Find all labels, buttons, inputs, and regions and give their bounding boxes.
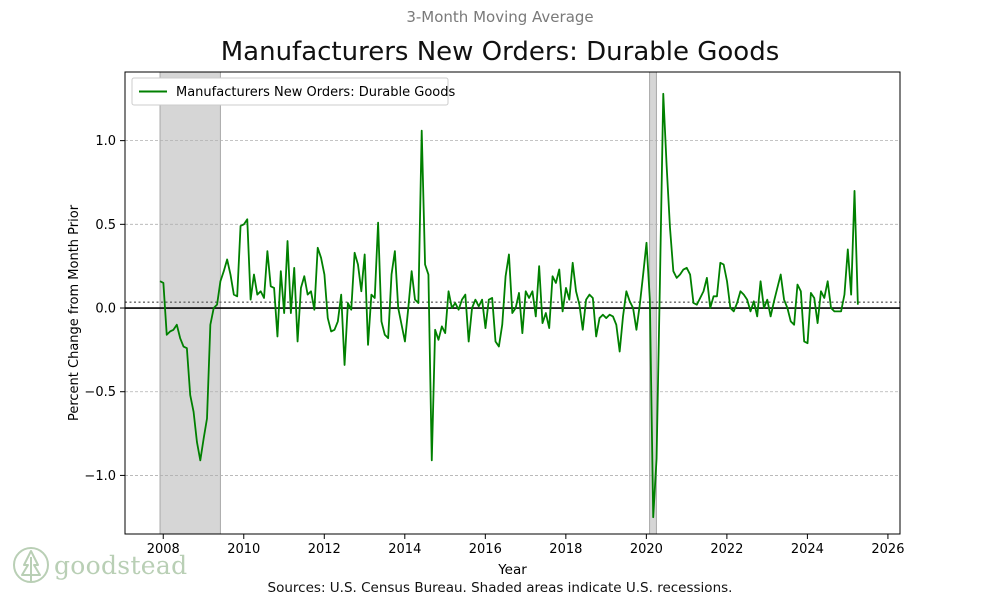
y-axis: −1.0 −0.5 0.0 0.5 1.0 (84, 134, 125, 484)
x-tick-label-5: 2018 (549, 542, 582, 557)
y-tick-label-1: −0.5 (84, 385, 116, 400)
y-axis-label: Percent Change from Month Prior (67, 204, 82, 421)
x-tick-label-3: 2014 (388, 542, 421, 557)
logo-text: goodstead (54, 550, 188, 580)
source-note: Sources: U.S. Census Bureau. Shaded area… (267, 580, 733, 596)
x-tick-label-0: 2008 (147, 542, 180, 557)
series-line-0 (159, 92, 859, 519)
plot-frame (124, 71, 901, 535)
chart-title: Manufacturers New Orders: Durable Goods (220, 37, 780, 67)
x-tick-label-9: 2026 (871, 542, 904, 557)
x-tick-label-4: 2016 (469, 542, 502, 557)
x-tick-label-8: 2024 (791, 542, 824, 557)
series-layer (159, 92, 859, 519)
y-tick-label-2: 0.0 (95, 302, 116, 317)
goodstead-logo: goodstead (12, 545, 187, 585)
x-tick-label-6: 2020 (630, 542, 663, 557)
legend: Manufacturers New Orders: Durable Goods (131, 77, 455, 106)
x-tick-label-7: 2022 (710, 542, 743, 557)
recession-band-0 (159, 71, 221, 535)
x-axis: 2008 2010 2012 2014 2016 2018 2020 2022 2024 2026 (147, 534, 904, 557)
y-tick-label-0: −1.0 (84, 469, 116, 484)
legend-box (131, 77, 449, 106)
y-tick-label-3: 0.5 (95, 218, 116, 233)
y-tick-label-4: 1.0 (95, 134, 116, 149)
legend-label: Manufacturers New Orders: Durable Goods (176, 85, 455, 100)
chart-supertitle: 3-Month Moving Average (406, 8, 594, 26)
x-tick-label-2: 2012 (308, 542, 341, 557)
grid-lines (125, 140, 900, 476)
x-axis-label: Year (497, 562, 527, 578)
x-tick-label-1: 2010 (227, 542, 260, 557)
tree-icon (13, 547, 49, 583)
